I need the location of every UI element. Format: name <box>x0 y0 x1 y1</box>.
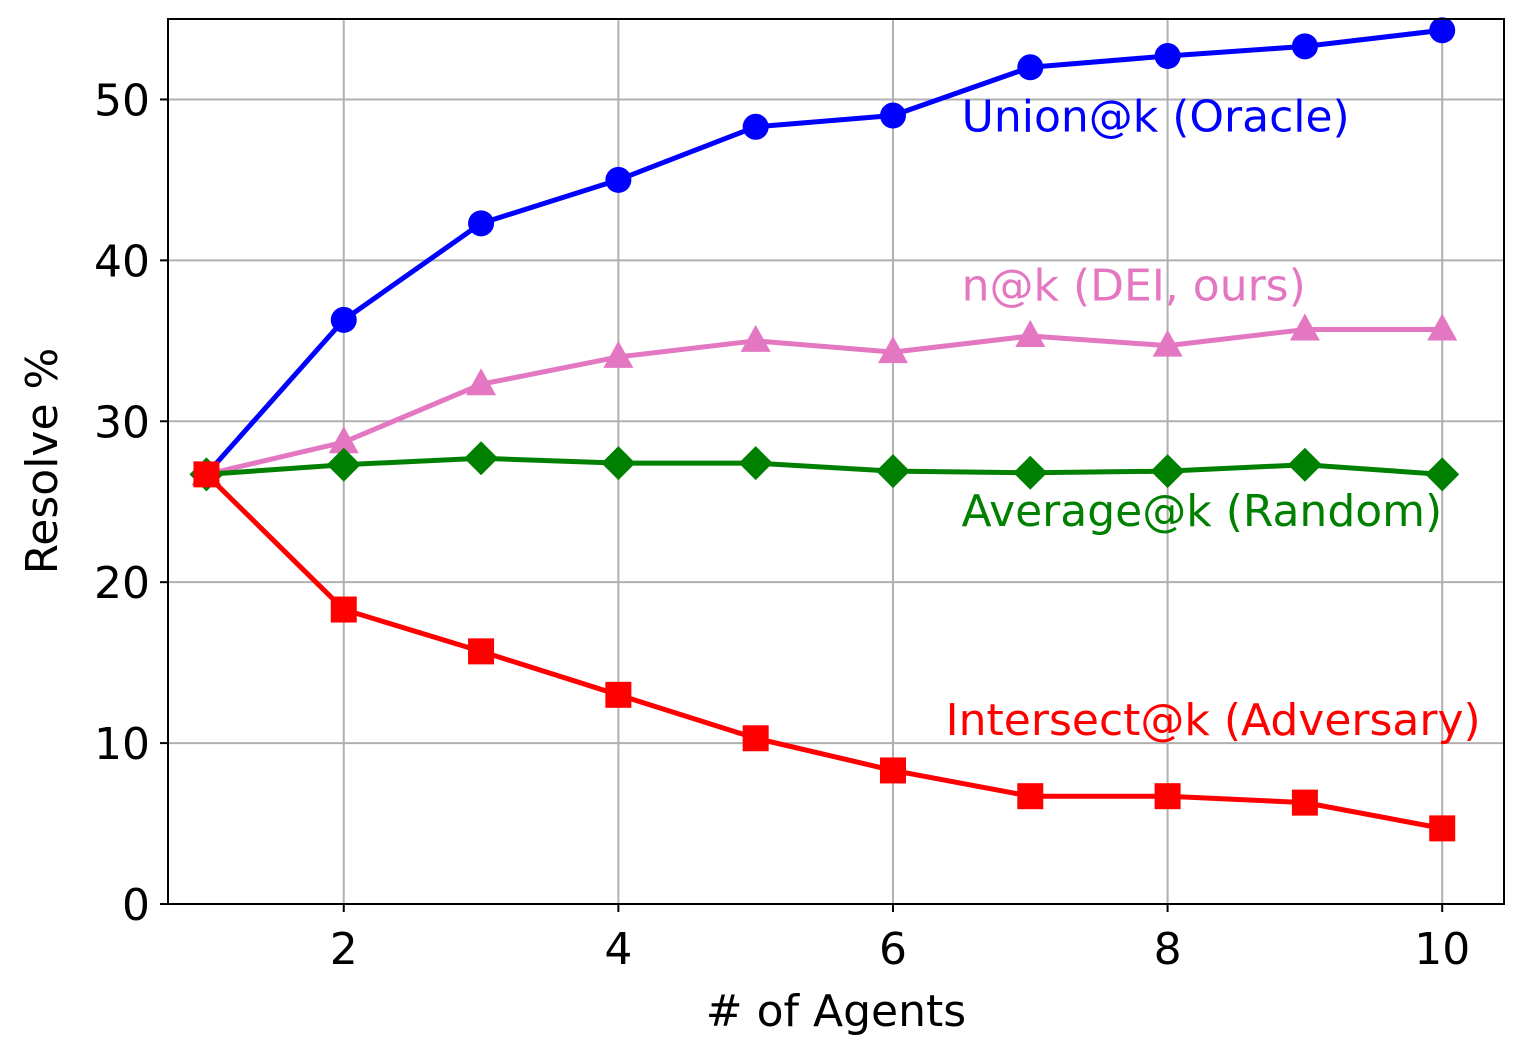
x-axis-label: # of Agents <box>706 986 966 1037</box>
series-annotation: Average@k (Random) <box>962 486 1443 537</box>
data-point-diamond <box>1287 447 1322 482</box>
series-annotation: Intersect@k (Adversary) <box>946 695 1481 746</box>
y-tick-label: 0 <box>122 880 150 931</box>
series-line <box>204 472 1443 831</box>
data-point-triangle <box>877 336 908 364</box>
series-line <box>205 327 1443 477</box>
data-point-triangle <box>1289 313 1320 341</box>
series-line <box>206 455 1443 477</box>
series-3 <box>193 461 1456 842</box>
y-tick-label: 30 <box>94 397 150 448</box>
y-tick-label: 50 <box>94 75 150 126</box>
ticks-layer: 2 4 6 8 10 0 10 20 30 40 50 <box>94 75 1470 975</box>
data-point-circle <box>742 113 769 140</box>
data-point-diamond <box>464 441 499 476</box>
data-point-circle <box>1429 17 1456 44</box>
data-point-square <box>1291 789 1318 816</box>
data-point-triangle <box>1015 319 1046 347</box>
data-point-triangle <box>1152 329 1183 357</box>
plot-frame <box>167 18 1505 905</box>
data-point-square <box>1017 783 1044 810</box>
x-tick-label: 2 <box>330 924 358 975</box>
data-point-diamond <box>1150 454 1185 489</box>
data-point-diamond <box>738 446 773 481</box>
data-point-square <box>1154 783 1181 810</box>
data-point-circle <box>468 210 495 237</box>
data-point-square <box>468 638 495 665</box>
x-tick-label: 6 <box>879 924 907 975</box>
data-point-triangle <box>466 368 497 396</box>
y-tick-label: 10 <box>94 719 150 770</box>
data-point-triangle <box>328 426 359 454</box>
data-point-square <box>193 461 220 488</box>
x-tick-label: 8 <box>1154 924 1182 975</box>
data-point-circle <box>1154 43 1181 70</box>
series-annotation: n@k (DEI, ours) <box>962 261 1306 312</box>
data-point-square <box>742 725 769 752</box>
x-tick-label: 10 <box>1414 924 1470 975</box>
series-layer <box>189 17 1460 842</box>
data-point-diamond <box>326 447 361 482</box>
data-point-triangle <box>603 340 634 368</box>
y-axis-label: Resolve % <box>17 348 68 575</box>
annotations-layer: Union@k (Oracle) n@k (DEI, ours) Average@k… <box>946 92 1481 746</box>
data-point-circle <box>1017 54 1044 81</box>
series-1 <box>191 313 1458 486</box>
data-point-diamond <box>875 454 910 489</box>
data-point-circle <box>605 166 632 193</box>
y-tick-label: 40 <box>94 236 150 287</box>
data-point-square <box>605 681 632 708</box>
series-line <box>204 27 1443 477</box>
x-tick-label: 4 <box>604 924 632 975</box>
y-tick-label: 20 <box>94 558 150 609</box>
data-point-diamond <box>1425 457 1460 492</box>
data-point-diamond <box>1013 455 1048 490</box>
series-2 <box>189 441 1460 492</box>
data-point-square <box>1429 815 1456 842</box>
data-point-square <box>330 596 357 623</box>
data-point-circle <box>879 102 906 129</box>
data-point-square <box>879 757 906 784</box>
data-point-circle <box>1291 33 1318 60</box>
data-point-circle <box>330 306 357 333</box>
series-annotation: Union@k (Oracle) <box>962 92 1350 143</box>
data-point-diamond <box>601 446 636 481</box>
data-point-triangle <box>740 324 771 352</box>
data-point-triangle <box>1427 313 1458 341</box>
series-0 <box>193 17 1456 488</box>
